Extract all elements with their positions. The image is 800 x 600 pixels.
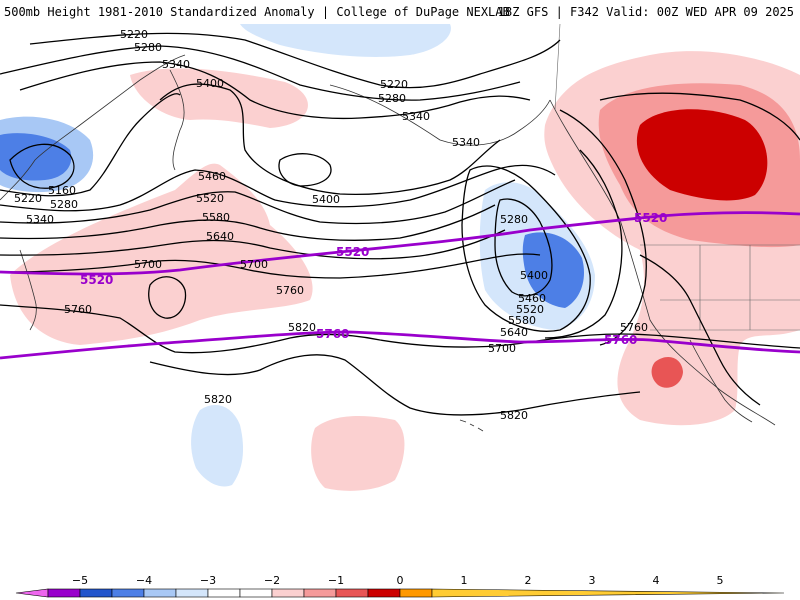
contour-label: 5820	[288, 321, 316, 334]
colorbar-segment	[79, 588, 113, 598]
header: 500mb Height 1981-2010 Standardized Anom…	[0, 0, 800, 24]
contour-label: 5340	[162, 58, 190, 71]
contour-label: 5520	[516, 303, 544, 316]
contour-label: 5760	[620, 321, 648, 334]
colorbar-segment	[207, 588, 241, 598]
contour-label: 5280	[50, 198, 78, 211]
colorbar-tick-label: −2	[264, 574, 280, 587]
contour-5760	[0, 330, 800, 360]
map-panel: 5220 5280 5340 5400 5220 5280 5340 5340 …	[0, 24, 800, 491]
colorbar-arrow-left	[15, 588, 49, 598]
contour-label: 5700	[134, 258, 162, 271]
contour-label: 5160	[48, 184, 76, 197]
colorbar-tick-label: 1	[461, 574, 468, 587]
alaska-coastline	[329, 84, 551, 146]
positive-anomaly-area	[130, 68, 308, 128]
colorbar-segment	[143, 588, 177, 598]
colorbar-tick-label: −4	[136, 574, 152, 587]
highlight-label: 5520	[336, 245, 369, 259]
contour-label: 5820	[204, 393, 232, 406]
colorbar-tick-label: 0	[397, 574, 404, 587]
colorbar-tick-label: 2	[525, 574, 532, 587]
contour-label: 5760	[276, 284, 304, 297]
contour-label: 5700	[240, 258, 268, 271]
hawaii-islands	[459, 419, 484, 432]
model-valid-time: 18Z GFS | F342 Valid: 00Z WED APR 09 202…	[497, 5, 794, 19]
highlight-label: 5760	[604, 333, 637, 347]
colorbar-tick-label: −1	[328, 574, 344, 587]
colorbar-bar	[15, 588, 785, 598]
anomaly-shading	[0, 24, 800, 491]
contour-5520	[0, 211, 800, 276]
contour-label: 5340	[402, 110, 430, 123]
positive-anomaly-area	[10, 163, 313, 345]
contour-label: 5340	[452, 136, 480, 149]
negative-anomaly-area	[191, 405, 244, 487]
asia-coastline	[0, 54, 186, 201]
contour-label: 5520	[196, 192, 224, 205]
colorbar: −5 −4 −3 −2 −1 0 1 2 3 4 5	[15, 574, 785, 598]
highlight-labels: 5520 5520 5520 5760 5760	[80, 211, 667, 347]
contour-label: 5460	[518, 292, 546, 305]
colorbar-segment	[111, 588, 145, 598]
contour-label: 5280	[378, 92, 406, 105]
baja-coastline	[689, 339, 753, 423]
colorbar-segment	[271, 588, 305, 598]
contour-label: 5280	[500, 213, 528, 226]
highlight-label: 5520	[80, 273, 113, 287]
contour-label: 5760	[64, 303, 92, 316]
contour-label: 5640	[500, 326, 528, 339]
contour-label: 5400	[520, 269, 548, 282]
colorbar-tick-label: −5	[72, 574, 88, 587]
colorbar-segment	[175, 588, 209, 598]
colorbar-segment	[239, 588, 273, 598]
us-borders	[554, 24, 800, 331]
coastlines	[0, 24, 800, 432]
negative-anomaly-area	[522, 232, 585, 308]
colorbar-segment	[399, 588, 433, 598]
colorbar-arrow-right	[431, 588, 785, 598]
contour-label: 5820	[500, 409, 528, 422]
positive-anomaly-area	[311, 416, 405, 491]
contour-label: 5400	[312, 193, 340, 206]
positive-anomaly-area	[651, 357, 683, 388]
colorbar-segment	[47, 588, 81, 598]
contour-label: 5460	[198, 170, 226, 183]
colorbar-tick-label: 3	[589, 574, 596, 587]
contour-label: 5220	[380, 78, 408, 91]
north-america-coastline	[549, 99, 776, 426]
contour-label: 5580	[202, 211, 230, 224]
contour-label: 5580	[508, 314, 536, 327]
contour-label: 5700	[488, 342, 516, 355]
colorbar-tick-label: 4	[653, 574, 660, 587]
colorbar-segment	[303, 588, 337, 598]
highlight-label: 5760	[316, 327, 349, 341]
negative-anomaly-area	[240, 24, 451, 57]
contour-label: 5340	[26, 213, 54, 226]
height-contours	[0, 32, 800, 416]
contour-label: 5220	[14, 192, 42, 205]
contour-label: 5280	[134, 41, 162, 54]
highlight-label: 5520	[634, 211, 667, 225]
map-title: 500mb Height 1981-2010 Standardized Anom…	[4, 5, 510, 19]
contour-label: 5640	[206, 230, 234, 243]
japan-coastline	[19, 249, 37, 331]
kamchatka-coastline	[169, 69, 185, 171]
contour-labels: 5220 5280 5340 5400 5220 5280 5340 5340 …	[14, 28, 648, 422]
positive-anomaly-area	[636, 109, 768, 201]
colorbar-tick-label: 5	[717, 574, 724, 587]
colorbar-segment	[335, 588, 369, 598]
colorbar-ticks: −5 −4 −3 −2 −1 0 1 2 3 4 5	[72, 574, 724, 587]
colorbar-segment	[367, 588, 401, 598]
colorbar-tick-label: −3	[200, 574, 216, 587]
contour-label: 5400	[196, 77, 224, 90]
contour-label: 5220	[120, 28, 148, 41]
highlight-contours	[0, 211, 800, 360]
